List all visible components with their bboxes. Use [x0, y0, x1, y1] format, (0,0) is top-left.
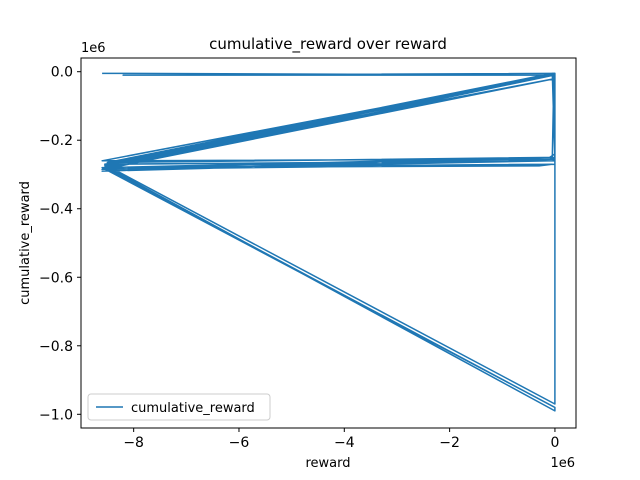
x-tick-label: −8 — [123, 435, 144, 451]
plot-area — [101, 72, 556, 412]
y-tick-label: −0.8 — [39, 339, 73, 355]
x-axis: −8 −6 −4 −2 0 — [123, 428, 559, 451]
x-tick-label: −4 — [334, 435, 355, 451]
y-tick-label: −1.0 — [39, 407, 73, 423]
y-axis: 0.0 −0.2 −0.4 −0.6 −0.8 −1.0 — [39, 65, 81, 423]
chart-title: cumulative_reward over reward — [209, 35, 447, 54]
x-offset-label: 1e6 — [550, 456, 575, 471]
y-tick-label: 0.0 — [51, 65, 73, 81]
x-tick-label: −6 — [229, 435, 250, 451]
legend-label: cumulative_reward — [131, 401, 255, 416]
legend-box — [87, 393, 271, 421]
x-tick-label: 0 — [550, 435, 559, 451]
series-line-0 — [101, 72, 556, 412]
y-offset-label: 1e6 — [81, 41, 106, 56]
y-axis-label: cumulative_reward — [18, 181, 33, 305]
y-tick-label: −0.4 — [39, 202, 73, 218]
x-axis-label: reward — [305, 456, 350, 471]
y-tick-label: −0.2 — [39, 133, 73, 149]
x-tick-label: −2 — [439, 435, 460, 451]
y-tick-label: −0.6 — [39, 270, 73, 286]
plot-frame — [80, 57, 577, 429]
legend: cumulative_reward — [87, 393, 271, 421]
